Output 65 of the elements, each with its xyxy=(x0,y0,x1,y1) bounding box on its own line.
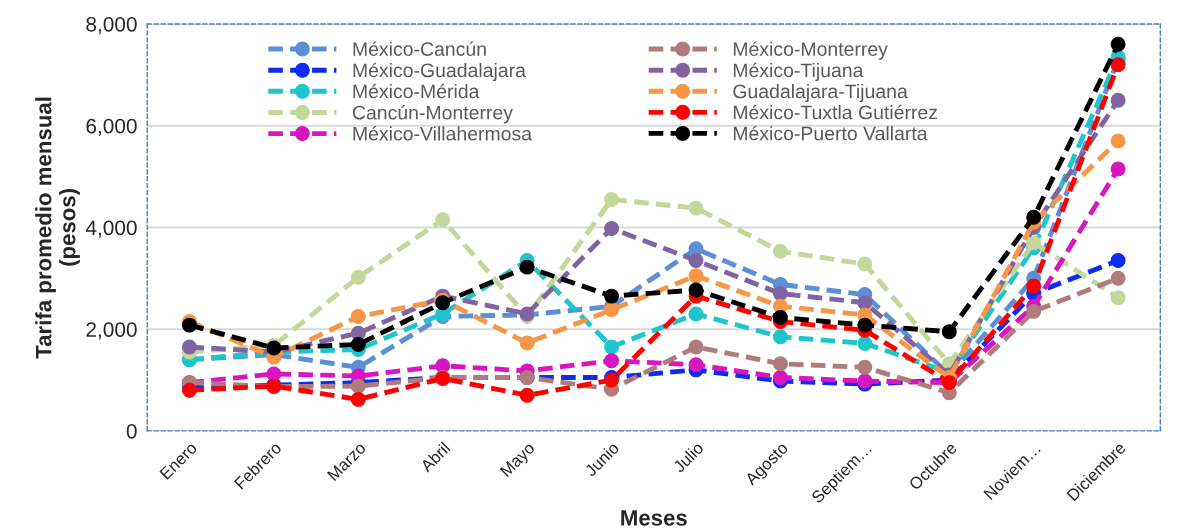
point xyxy=(688,357,704,373)
point xyxy=(1110,36,1126,52)
point xyxy=(1110,57,1126,73)
point xyxy=(857,317,873,333)
legend-label: Guadalajara-Tijuana xyxy=(733,83,908,103)
point xyxy=(1110,270,1126,286)
y-tick-label: 6,000 xyxy=(86,118,137,136)
point xyxy=(688,200,704,216)
legend-label: México-Villahermosa xyxy=(353,126,533,141)
point xyxy=(604,191,620,207)
y-axis-title: Tarifa promedio mensual (pesos) xyxy=(35,97,80,359)
point xyxy=(688,268,704,284)
point xyxy=(435,212,451,228)
legend-label: México-Tuxtla Gutiérrez xyxy=(733,104,937,120)
y-tick-label: 2,000 xyxy=(86,322,137,340)
point xyxy=(604,353,620,369)
y-tick-label: 0 xyxy=(126,423,137,439)
point xyxy=(772,370,788,385)
point xyxy=(688,339,704,355)
legend-label: Cancún-Monterrey xyxy=(352,105,513,124)
legend-label: México-Cancún xyxy=(353,41,486,56)
point xyxy=(519,335,535,351)
point xyxy=(519,259,535,275)
point xyxy=(604,288,620,304)
point xyxy=(857,335,873,351)
point xyxy=(688,253,704,268)
point xyxy=(1026,278,1042,294)
legend-label: México-Tijuana xyxy=(733,62,864,82)
point xyxy=(604,302,620,318)
point xyxy=(1110,92,1126,108)
point xyxy=(350,391,366,407)
point xyxy=(688,306,704,322)
point xyxy=(857,359,873,375)
point xyxy=(350,336,366,352)
y-tick-label: 8,000 xyxy=(86,16,137,35)
point xyxy=(688,282,704,298)
point xyxy=(519,387,535,403)
point xyxy=(772,356,788,372)
point xyxy=(1026,209,1042,225)
legend-label: México-Monterrey xyxy=(733,41,888,60)
point xyxy=(1110,253,1126,268)
point xyxy=(350,269,366,285)
point xyxy=(1110,133,1126,149)
point xyxy=(604,220,620,236)
y-tick-label: 4,000 xyxy=(85,220,137,238)
legend-label: México-Puerto Vallarta xyxy=(733,125,928,141)
point xyxy=(772,286,788,302)
point xyxy=(1026,303,1042,319)
legend-label: México-Guadalajara xyxy=(353,62,526,82)
point xyxy=(350,308,366,324)
x-tick-label: Julio xyxy=(671,441,705,474)
x-axis-title: Meses xyxy=(621,510,687,526)
point xyxy=(1026,235,1042,251)
point xyxy=(1110,161,1126,177)
point xyxy=(857,256,873,272)
point xyxy=(857,295,873,311)
legend-label: México-Mérida xyxy=(353,83,480,99)
point xyxy=(772,310,788,325)
point xyxy=(1110,290,1126,306)
point xyxy=(941,324,957,340)
point xyxy=(772,243,788,259)
point xyxy=(772,329,788,345)
point xyxy=(266,366,282,382)
point xyxy=(182,339,197,355)
point xyxy=(604,339,620,355)
